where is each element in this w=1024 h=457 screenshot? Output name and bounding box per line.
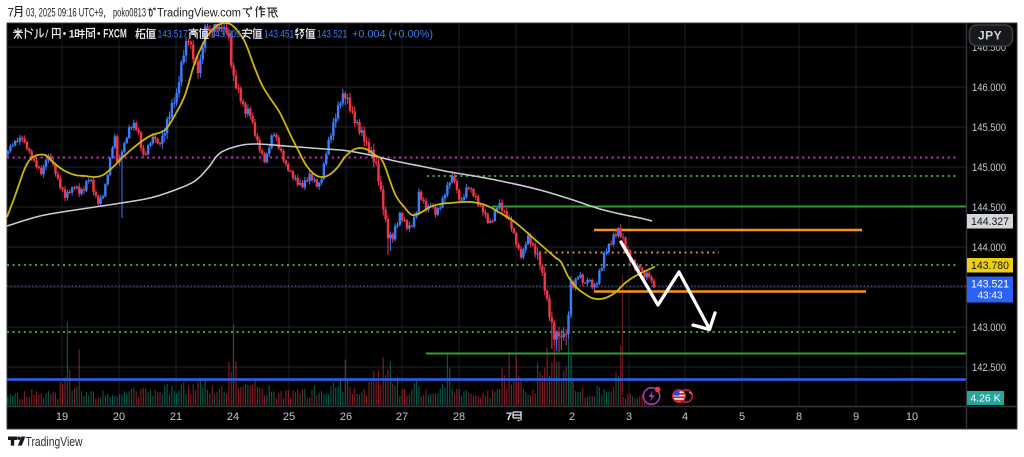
svg-text:03, 2025 09:16 UTC+9: 03, 2025 09:16 UTC+9 — [26, 8, 103, 20]
svg-text:/: / — [45, 29, 49, 41]
svg-text:146.000: 146.000 — [972, 82, 1006, 94]
svg-text:4.26 K: 4.26 K — [970, 393, 1000, 405]
svg-text:143.521: 143.521 — [971, 279, 1009, 291]
svg-text:,: , — [103, 8, 106, 20]
svg-text:TradingView.com: TradingView.com — [157, 8, 241, 20]
svg-text:JPY: JPY — [978, 29, 1002, 43]
svg-text:145.500: 145.500 — [972, 122, 1006, 134]
svg-text:144.000: 144.000 — [972, 242, 1006, 254]
svg-text:2: 2 — [569, 411, 575, 423]
svg-text:143.521: 143.521 — [317, 29, 347, 41]
svg-text:24: 24 — [227, 411, 239, 423]
svg-text:43:43: 43:43 — [977, 291, 1002, 302]
svg-text:poko0813: poko0813 — [113, 8, 146, 20]
svg-text:8: 8 — [796, 411, 802, 423]
svg-text:25: 25 — [283, 411, 295, 423]
svg-text:4: 4 — [682, 411, 688, 423]
svg-text:9: 9 — [853, 411, 859, 423]
svg-text:27: 27 — [396, 411, 408, 423]
svg-text:26: 26 — [340, 411, 352, 423]
svg-text:144.327: 144.327 — [971, 216, 1009, 228]
svg-text:143.451: 143.451 — [264, 29, 294, 41]
svg-text:144.500: 144.500 — [972, 202, 1006, 214]
svg-text:20: 20 — [113, 411, 125, 423]
svg-text:10: 10 — [906, 411, 918, 423]
svg-text:143.780: 143.780 — [971, 260, 1009, 272]
svg-text:5: 5 — [739, 411, 745, 423]
svg-text:7: 7 — [506, 411, 512, 423]
svg-text:143.517: 143.517 — [158, 29, 188, 41]
svg-text:143.000: 143.000 — [972, 322, 1006, 334]
svg-text:1: 1 — [69, 29, 75, 41]
svg-text:21: 21 — [170, 411, 182, 423]
svg-text:TradingView: TradingView — [26, 435, 84, 449]
svg-text:+0.004 (+0.00%): +0.004 (+0.00%) — [352, 29, 433, 41]
svg-text:19: 19 — [56, 411, 68, 423]
svg-text:FXCM: FXCM — [103, 29, 127, 41]
svg-text:142.500: 142.500 — [972, 362, 1006, 374]
svg-text:28: 28 — [453, 411, 465, 423]
svg-text:3: 3 — [626, 411, 632, 423]
svg-text:143.609: 143.609 — [211, 29, 241, 41]
svg-text:145.000: 145.000 — [972, 162, 1006, 174]
svg-text:7: 7 — [8, 8, 14, 20]
